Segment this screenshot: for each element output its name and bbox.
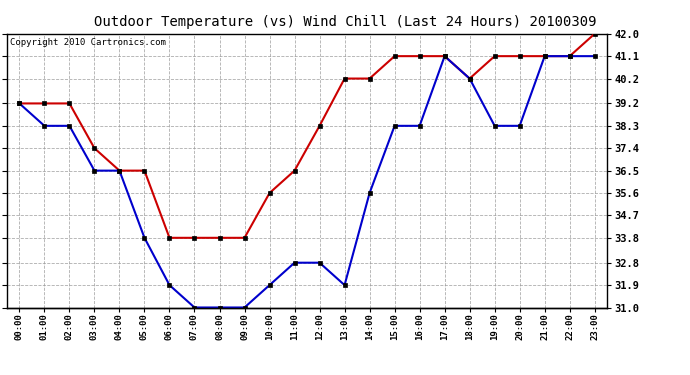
Text: Outdoor Temperature (vs) Wind Chill (Last 24 Hours) 20100309: Outdoor Temperature (vs) Wind Chill (Las…	[94, 15, 596, 29]
Text: Copyright 2010 Cartronics.com: Copyright 2010 Cartronics.com	[10, 38, 166, 47]
